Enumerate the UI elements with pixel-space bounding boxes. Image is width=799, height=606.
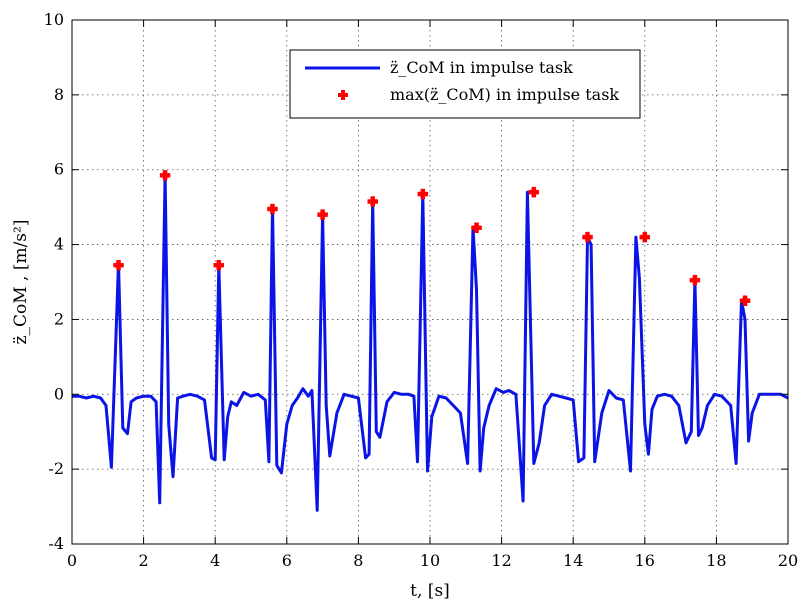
ticks [71, 19, 789, 545]
x-tick-label: 6 [282, 551, 292, 570]
x-tick-labels: 0 2 4 6 8 10 12 14 16 18 20 [67, 551, 798, 570]
y-tick-label: 6 [54, 160, 64, 179]
y-tick-label: 8 [54, 85, 64, 104]
y-tick-label: 2 [54, 309, 64, 328]
legend: z̈_CoM in impulse task max(z̈_CoM) in im… [289, 49, 641, 119]
x-tick-label: 12 [491, 551, 511, 570]
legend-box [289, 49, 641, 119]
series-line [72, 173, 789, 512]
y-tick-label: -2 [48, 459, 64, 478]
max-marker [213, 259, 225, 271]
max-marker [417, 188, 429, 200]
x-axis-label: t, [s] [410, 581, 450, 601]
series-markers-group [113, 170, 751, 306]
x-tick-label: 16 [635, 551, 655, 570]
y-tick-label: 0 [54, 384, 64, 403]
max-marker [159, 170, 171, 181]
x-tick-label: 18 [706, 551, 726, 570]
y-tick-labels: -4 -2 0 2 4 6 8 10 [44, 10, 64, 553]
x-tick-label: 8 [353, 551, 363, 570]
x-tick-label: 2 [139, 551, 149, 570]
max-marker [528, 186, 540, 198]
max-marker [639, 231, 651, 243]
max-marker [113, 259, 124, 271]
max-marker [267, 203, 278, 215]
max-marker [689, 274, 701, 286]
legend-marker-swatch [338, 90, 348, 100]
x-tick-label: 14 [563, 551, 583, 570]
max-marker [317, 209, 328, 220]
y-tick-label: -4 [48, 534, 64, 553]
x-tick-label: 20 [778, 551, 798, 570]
y-tick-label: 4 [54, 235, 64, 254]
max-marker [582, 231, 593, 243]
x-tick-label: 4 [210, 551, 220, 570]
legend-label-marker: max(z̈_CoM) in impulse task [390, 85, 619, 104]
max-marker [739, 295, 751, 306]
y-axis-label: z̈_CoM , [m/s²] [11, 220, 31, 345]
legend-label-line: z̈_CoM in impulse task [390, 58, 573, 77]
max-marker [471, 222, 482, 233]
y-tick-label: 10 [44, 10, 64, 29]
x-tick-label: 10 [420, 551, 440, 570]
series-line-group [72, 173, 789, 512]
x-tick-label: 0 [67, 551, 77, 570]
max-marker [367, 196, 378, 207]
